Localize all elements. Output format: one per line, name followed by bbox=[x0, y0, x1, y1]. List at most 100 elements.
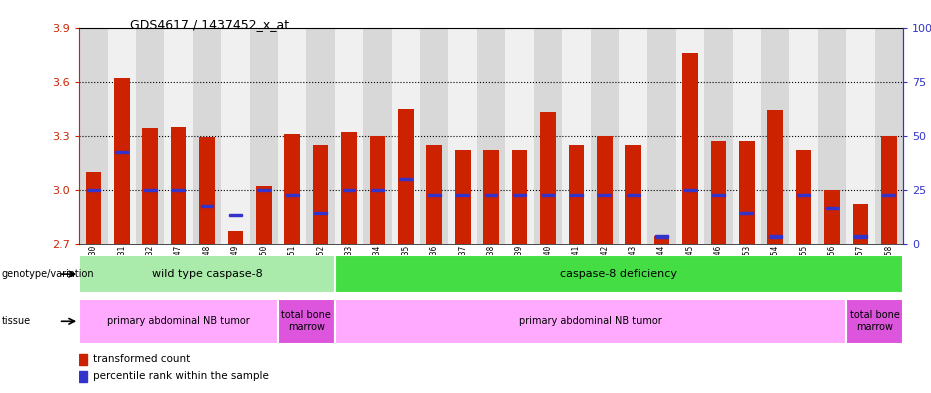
Bar bbox=[739, 141, 755, 244]
Bar bbox=[455, 150, 470, 244]
Bar bbox=[449, 28, 477, 244]
Bar bbox=[428, 194, 440, 196]
Bar bbox=[540, 112, 556, 244]
Bar bbox=[371, 189, 384, 191]
Bar bbox=[79, 354, 87, 365]
Bar bbox=[506, 28, 533, 244]
Text: wild type caspase-8: wild type caspase-8 bbox=[152, 269, 263, 279]
Bar bbox=[335, 299, 846, 344]
Text: transformed count: transformed count bbox=[93, 354, 190, 364]
Bar bbox=[370, 136, 385, 244]
Bar bbox=[797, 194, 810, 196]
Bar bbox=[363, 28, 392, 244]
Bar bbox=[142, 129, 158, 244]
Bar bbox=[398, 108, 413, 244]
Text: GDS4617 / 1437452_x_at: GDS4617 / 1437452_x_at bbox=[130, 18, 290, 31]
Text: primary abdominal NB tumor: primary abdominal NB tumor bbox=[107, 316, 250, 326]
Bar bbox=[853, 204, 869, 244]
Bar bbox=[143, 189, 156, 191]
Text: primary abdominal NB tumor: primary abdominal NB tumor bbox=[519, 316, 662, 326]
Text: total bone
marrow: total bone marrow bbox=[281, 310, 331, 332]
Bar bbox=[193, 28, 222, 244]
Bar bbox=[647, 28, 676, 244]
Bar bbox=[456, 194, 469, 196]
Bar bbox=[817, 28, 846, 244]
Bar bbox=[257, 189, 270, 191]
Text: percentile rank within the sample: percentile rank within the sample bbox=[93, 371, 269, 382]
Bar bbox=[626, 145, 641, 244]
Bar bbox=[335, 28, 363, 244]
Bar bbox=[343, 189, 356, 191]
Text: genotype/variation: genotype/variation bbox=[2, 269, 94, 279]
Bar bbox=[789, 28, 817, 244]
Bar bbox=[826, 207, 839, 209]
Bar bbox=[533, 28, 562, 244]
Bar bbox=[740, 212, 753, 214]
Bar bbox=[767, 110, 783, 244]
Bar bbox=[824, 189, 840, 244]
Bar bbox=[769, 235, 782, 237]
Bar bbox=[597, 136, 613, 244]
Bar bbox=[426, 145, 442, 244]
Bar bbox=[854, 235, 867, 237]
Bar bbox=[655, 235, 668, 237]
Bar bbox=[512, 150, 527, 244]
Bar bbox=[874, 28, 903, 244]
Bar bbox=[79, 299, 278, 344]
Text: tissue: tissue bbox=[2, 316, 31, 326]
Bar bbox=[313, 145, 329, 244]
Bar bbox=[683, 189, 696, 191]
Bar bbox=[79, 371, 87, 382]
Bar bbox=[569, 145, 584, 244]
Bar bbox=[170, 127, 186, 244]
Bar bbox=[883, 194, 896, 196]
Bar bbox=[114, 78, 129, 244]
Bar bbox=[392, 28, 420, 244]
Bar bbox=[619, 28, 647, 244]
Bar bbox=[712, 194, 725, 196]
Bar bbox=[136, 28, 165, 244]
Bar bbox=[306, 28, 335, 244]
Bar bbox=[342, 132, 357, 244]
Bar bbox=[108, 28, 136, 244]
Bar bbox=[256, 186, 272, 244]
Bar bbox=[542, 194, 554, 196]
Bar bbox=[676, 28, 704, 244]
Bar bbox=[881, 136, 897, 244]
Bar bbox=[286, 194, 299, 196]
Bar bbox=[846, 28, 874, 244]
Bar bbox=[590, 28, 619, 244]
Bar bbox=[485, 194, 497, 196]
Bar bbox=[222, 28, 250, 244]
Bar bbox=[562, 28, 590, 244]
Bar bbox=[513, 194, 526, 196]
Bar bbox=[199, 138, 215, 244]
Bar bbox=[87, 189, 100, 191]
Bar bbox=[335, 255, 903, 293]
Bar bbox=[250, 28, 278, 244]
Bar bbox=[710, 141, 726, 244]
Bar bbox=[796, 150, 812, 244]
Bar bbox=[227, 231, 243, 244]
Bar bbox=[278, 28, 306, 244]
Bar bbox=[86, 172, 101, 244]
Bar bbox=[477, 28, 506, 244]
Bar bbox=[284, 134, 300, 244]
Text: total bone
marrow: total bone marrow bbox=[850, 310, 899, 332]
Bar bbox=[733, 28, 761, 244]
Bar bbox=[846, 299, 903, 344]
Bar bbox=[627, 194, 640, 196]
Bar bbox=[229, 214, 242, 216]
Bar bbox=[172, 189, 185, 191]
Bar bbox=[761, 28, 789, 244]
Bar bbox=[570, 194, 583, 196]
Text: caspase-8 deficiency: caspase-8 deficiency bbox=[560, 269, 678, 279]
Bar bbox=[200, 205, 213, 207]
Bar bbox=[599, 194, 611, 196]
Bar bbox=[682, 53, 698, 244]
Bar bbox=[420, 28, 449, 244]
Bar bbox=[165, 28, 193, 244]
Bar bbox=[278, 299, 335, 344]
Bar bbox=[79, 28, 108, 244]
Bar bbox=[399, 178, 412, 180]
